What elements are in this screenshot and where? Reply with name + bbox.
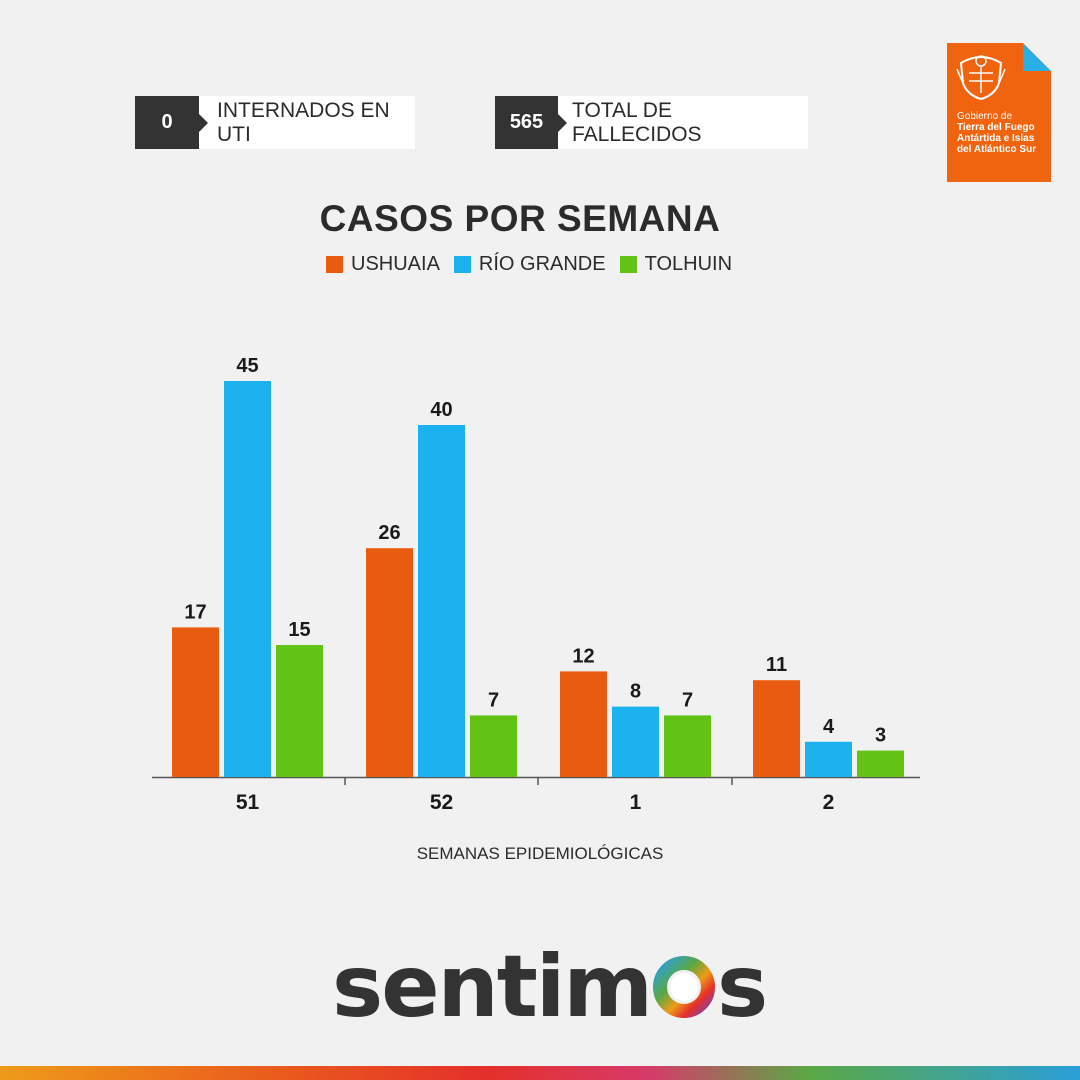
- bottom-color-stripe: [0, 1066, 1080, 1080]
- government-logo: Gobierno de Tierra del Fuego Antártida e…: [947, 43, 1051, 182]
- data-label-1-2: 7: [682, 689, 693, 711]
- gov-line-1: Gobierno de: [957, 111, 1013, 122]
- data-label-51-0: 17: [184, 601, 206, 623]
- bar-52-2: [470, 715, 517, 777]
- bar-51-2: [276, 645, 323, 777]
- color-ring-icon: [652, 956, 715, 1018]
- bar-1-2: [664, 715, 711, 777]
- bar-1-1: [612, 706, 659, 777]
- x-axis-label: SEMANAS EPIDEMIOLÓGICAS: [417, 844, 664, 863]
- sentimos-logo: senti m s: [332, 937, 768, 1037]
- data-label-2-0: 11: [766, 654, 787, 676]
- legend-swatch-tolhuin: [619, 255, 637, 273]
- stat-internados-value: 0: [135, 96, 208, 149]
- legend-item-tolhuin: TOLHUIN: [619, 252, 733, 276]
- data-label-51-1: 45: [236, 355, 258, 377]
- logo-text: senti: [332, 937, 565, 1037]
- data-label-1-1: 8: [630, 681, 641, 703]
- legend-label-tolhuin: TOLHUIN: [644, 252, 733, 275]
- x-tick-label-2: 2: [823, 791, 835, 814]
- legend-label-ushuaia: USHUAIA: [351, 252, 440, 275]
- stat-fallecidos-value: 565: [495, 96, 567, 149]
- x-tick-label-51: 51: [236, 791, 260, 814]
- crest-icon: [956, 55, 1006, 101]
- legend-item-ushuaia: USHUAIA: [326, 253, 440, 276]
- stat-fallecidos-label: TOTAL DE FALLECIDOS: [558, 96, 808, 149]
- x-tick-label-1: 1: [630, 791, 642, 814]
- chart-legend: USHUAIA RÍO GRANDE TOLHUIN: [326, 252, 746, 276]
- legend-swatch-rio-grande: [453, 255, 471, 273]
- bar-2-1: [805, 741, 852, 777]
- legend-swatch-ushuaia: [326, 255, 343, 273]
- data-label-52-0: 26: [378, 522, 400, 544]
- data-label-51-2: 15: [288, 619, 310, 641]
- bar-51-0: [172, 627, 219, 777]
- legend-label-rio-grande: RÍO GRANDE: [478, 252, 606, 275]
- stat-fallecidos: 565 TOTAL DE FALLECIDOS: [495, 96, 808, 149]
- chart-title: CASOS POR SEMANA: [319, 198, 721, 239]
- stat-internados: 0 INTERNADOS EN UTI: [135, 96, 415, 149]
- bar-2-2: [857, 750, 904, 777]
- legend-item-rio-grande: RÍO GRANDE: [453, 252, 606, 276]
- logo-text-m: m: [563, 937, 653, 1037]
- gov-line-4: del Atlántico Sur: [957, 144, 1037, 155]
- logo-text-s: s: [716, 937, 768, 1037]
- stat-internados-label: INTERNADOS EN UTI: [199, 96, 415, 149]
- gov-line-2: Tierra del Fuego: [957, 122, 1035, 133]
- bar-1-0: [560, 671, 607, 777]
- bar-52-0: [366, 548, 413, 777]
- data-label-52-1: 40: [430, 399, 452, 421]
- data-label-52-2: 7: [488, 689, 499, 711]
- data-label-1-0: 12: [572, 645, 594, 667]
- x-tick-label-52: 52: [430, 791, 453, 814]
- data-label-2-2: 3: [875, 725, 886, 747]
- data-label-2-1: 4: [823, 716, 835, 738]
- bar-52-1: [418, 425, 465, 777]
- bar-2-0: [753, 680, 800, 777]
- bar-51-1: [224, 381, 271, 777]
- gov-line-3: Antártida e Islas: [957, 133, 1035, 144]
